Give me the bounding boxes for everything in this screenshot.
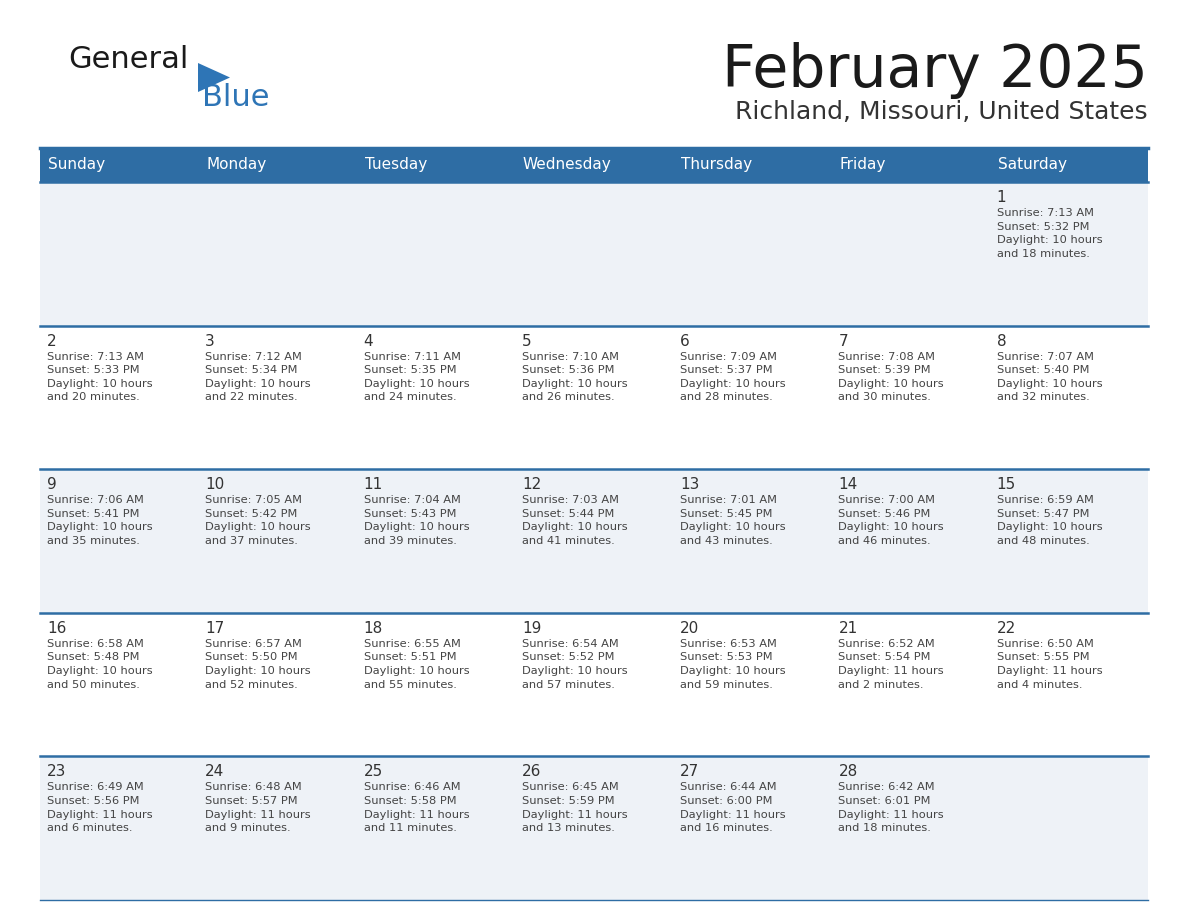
Text: 27: 27 — [681, 765, 700, 779]
Text: Sunrise: 6:52 AM
Sunset: 5:54 PM
Daylight: 11 hours
and 2 minutes.: Sunrise: 6:52 AM Sunset: 5:54 PM Dayligh… — [839, 639, 944, 689]
Text: Sunrise: 7:03 AM
Sunset: 5:44 PM
Daylight: 10 hours
and 41 minutes.: Sunrise: 7:03 AM Sunset: 5:44 PM Dayligh… — [522, 495, 627, 546]
Bar — [40, 756, 1148, 900]
Text: 1: 1 — [997, 190, 1006, 205]
Text: Tuesday: Tuesday — [365, 158, 426, 173]
Text: Sunrise: 7:13 AM
Sunset: 5:32 PM
Daylight: 10 hours
and 18 minutes.: Sunrise: 7:13 AM Sunset: 5:32 PM Dayligh… — [997, 208, 1102, 259]
Text: Saturday: Saturday — [998, 158, 1067, 173]
Text: Sunrise: 7:08 AM
Sunset: 5:39 PM
Daylight: 10 hours
and 30 minutes.: Sunrise: 7:08 AM Sunset: 5:39 PM Dayligh… — [839, 352, 944, 402]
Text: Sunrise: 6:53 AM
Sunset: 5:53 PM
Daylight: 10 hours
and 59 minutes.: Sunrise: 6:53 AM Sunset: 5:53 PM Dayligh… — [681, 639, 785, 689]
Text: 15: 15 — [997, 477, 1016, 492]
Text: 17: 17 — [206, 621, 225, 636]
Text: Sunrise: 7:10 AM
Sunset: 5:36 PM
Daylight: 10 hours
and 26 minutes.: Sunrise: 7:10 AM Sunset: 5:36 PM Dayligh… — [522, 352, 627, 402]
Text: 25: 25 — [364, 765, 383, 779]
Text: 6: 6 — [681, 333, 690, 349]
Text: Blue: Blue — [202, 83, 270, 112]
Text: Sunrise: 7:06 AM
Sunset: 5:41 PM
Daylight: 10 hours
and 35 minutes.: Sunrise: 7:06 AM Sunset: 5:41 PM Dayligh… — [48, 495, 152, 546]
Text: Sunrise: 7:01 AM
Sunset: 5:45 PM
Daylight: 10 hours
and 43 minutes.: Sunrise: 7:01 AM Sunset: 5:45 PM Dayligh… — [681, 495, 785, 546]
Text: 16: 16 — [48, 621, 67, 636]
Text: Wednesday: Wednesday — [523, 158, 612, 173]
Text: Sunrise: 6:46 AM
Sunset: 5:58 PM
Daylight: 11 hours
and 11 minutes.: Sunrise: 6:46 AM Sunset: 5:58 PM Dayligh… — [364, 782, 469, 834]
Text: 19: 19 — [522, 621, 542, 636]
Bar — [40, 469, 1148, 613]
Bar — [40, 182, 1148, 326]
Text: Sunrise: 7:12 AM
Sunset: 5:34 PM
Daylight: 10 hours
and 22 minutes.: Sunrise: 7:12 AM Sunset: 5:34 PM Dayligh… — [206, 352, 311, 402]
Text: Sunrise: 6:44 AM
Sunset: 6:00 PM
Daylight: 11 hours
and 16 minutes.: Sunrise: 6:44 AM Sunset: 6:00 PM Dayligh… — [681, 782, 785, 834]
Text: Sunrise: 7:11 AM
Sunset: 5:35 PM
Daylight: 10 hours
and 24 minutes.: Sunrise: 7:11 AM Sunset: 5:35 PM Dayligh… — [364, 352, 469, 402]
Text: 21: 21 — [839, 621, 858, 636]
Text: Sunrise: 6:48 AM
Sunset: 5:57 PM
Daylight: 11 hours
and 9 minutes.: Sunrise: 6:48 AM Sunset: 5:57 PM Dayligh… — [206, 782, 311, 834]
Text: 12: 12 — [522, 477, 541, 492]
Text: Sunrise: 6:55 AM
Sunset: 5:51 PM
Daylight: 10 hours
and 55 minutes.: Sunrise: 6:55 AM Sunset: 5:51 PM Dayligh… — [364, 639, 469, 689]
Text: 8: 8 — [997, 333, 1006, 349]
Text: Sunrise: 6:49 AM
Sunset: 5:56 PM
Daylight: 11 hours
and 6 minutes.: Sunrise: 6:49 AM Sunset: 5:56 PM Dayligh… — [48, 782, 152, 834]
Text: 4: 4 — [364, 333, 373, 349]
Text: Sunrise: 6:57 AM
Sunset: 5:50 PM
Daylight: 10 hours
and 52 minutes.: Sunrise: 6:57 AM Sunset: 5:50 PM Dayligh… — [206, 639, 311, 689]
Bar — [40, 148, 1148, 182]
Text: 7: 7 — [839, 333, 848, 349]
Text: 3: 3 — [206, 333, 215, 349]
Text: 2: 2 — [48, 333, 57, 349]
Text: Sunrise: 7:07 AM
Sunset: 5:40 PM
Daylight: 10 hours
and 32 minutes.: Sunrise: 7:07 AM Sunset: 5:40 PM Dayligh… — [997, 352, 1102, 402]
Text: Sunday: Sunday — [48, 158, 105, 173]
Text: Sunrise: 6:58 AM
Sunset: 5:48 PM
Daylight: 10 hours
and 50 minutes.: Sunrise: 6:58 AM Sunset: 5:48 PM Dayligh… — [48, 639, 152, 689]
Text: 20: 20 — [681, 621, 700, 636]
Text: 28: 28 — [839, 765, 858, 779]
Text: 10: 10 — [206, 477, 225, 492]
Text: Friday: Friday — [840, 158, 886, 173]
Text: General: General — [68, 45, 189, 74]
Text: 9: 9 — [48, 477, 57, 492]
Text: Sunrise: 7:00 AM
Sunset: 5:46 PM
Daylight: 10 hours
and 46 minutes.: Sunrise: 7:00 AM Sunset: 5:46 PM Dayligh… — [839, 495, 944, 546]
Text: Sunrise: 7:13 AM
Sunset: 5:33 PM
Daylight: 10 hours
and 20 minutes.: Sunrise: 7:13 AM Sunset: 5:33 PM Dayligh… — [48, 352, 152, 402]
Text: 13: 13 — [681, 477, 700, 492]
Text: 5: 5 — [522, 333, 531, 349]
Text: 22: 22 — [997, 621, 1016, 636]
Text: Sunrise: 7:04 AM
Sunset: 5:43 PM
Daylight: 10 hours
and 39 minutes.: Sunrise: 7:04 AM Sunset: 5:43 PM Dayligh… — [364, 495, 469, 546]
Text: 18: 18 — [364, 621, 383, 636]
Text: Sunrise: 6:45 AM
Sunset: 5:59 PM
Daylight: 11 hours
and 13 minutes.: Sunrise: 6:45 AM Sunset: 5:59 PM Dayligh… — [522, 782, 627, 834]
Text: 23: 23 — [48, 765, 67, 779]
Text: Sunrise: 7:05 AM
Sunset: 5:42 PM
Daylight: 10 hours
and 37 minutes.: Sunrise: 7:05 AM Sunset: 5:42 PM Dayligh… — [206, 495, 311, 546]
Bar — [40, 613, 1148, 756]
Text: 14: 14 — [839, 477, 858, 492]
Text: Sunrise: 6:42 AM
Sunset: 6:01 PM
Daylight: 11 hours
and 18 minutes.: Sunrise: 6:42 AM Sunset: 6:01 PM Dayligh… — [839, 782, 944, 834]
Bar — [40, 326, 1148, 469]
Text: Sunrise: 6:54 AM
Sunset: 5:52 PM
Daylight: 10 hours
and 57 minutes.: Sunrise: 6:54 AM Sunset: 5:52 PM Dayligh… — [522, 639, 627, 689]
Text: Thursday: Thursday — [681, 158, 752, 173]
Polygon shape — [198, 63, 230, 92]
Text: Monday: Monday — [207, 158, 266, 173]
Text: 26: 26 — [522, 765, 542, 779]
Text: Sunrise: 7:09 AM
Sunset: 5:37 PM
Daylight: 10 hours
and 28 minutes.: Sunrise: 7:09 AM Sunset: 5:37 PM Dayligh… — [681, 352, 785, 402]
Text: Sunrise: 6:50 AM
Sunset: 5:55 PM
Daylight: 11 hours
and 4 minutes.: Sunrise: 6:50 AM Sunset: 5:55 PM Dayligh… — [997, 639, 1102, 689]
Text: February 2025: February 2025 — [722, 42, 1148, 99]
Text: 24: 24 — [206, 765, 225, 779]
Text: Richland, Missouri, United States: Richland, Missouri, United States — [735, 100, 1148, 124]
Text: 11: 11 — [364, 477, 383, 492]
Text: Sunrise: 6:59 AM
Sunset: 5:47 PM
Daylight: 10 hours
and 48 minutes.: Sunrise: 6:59 AM Sunset: 5:47 PM Dayligh… — [997, 495, 1102, 546]
